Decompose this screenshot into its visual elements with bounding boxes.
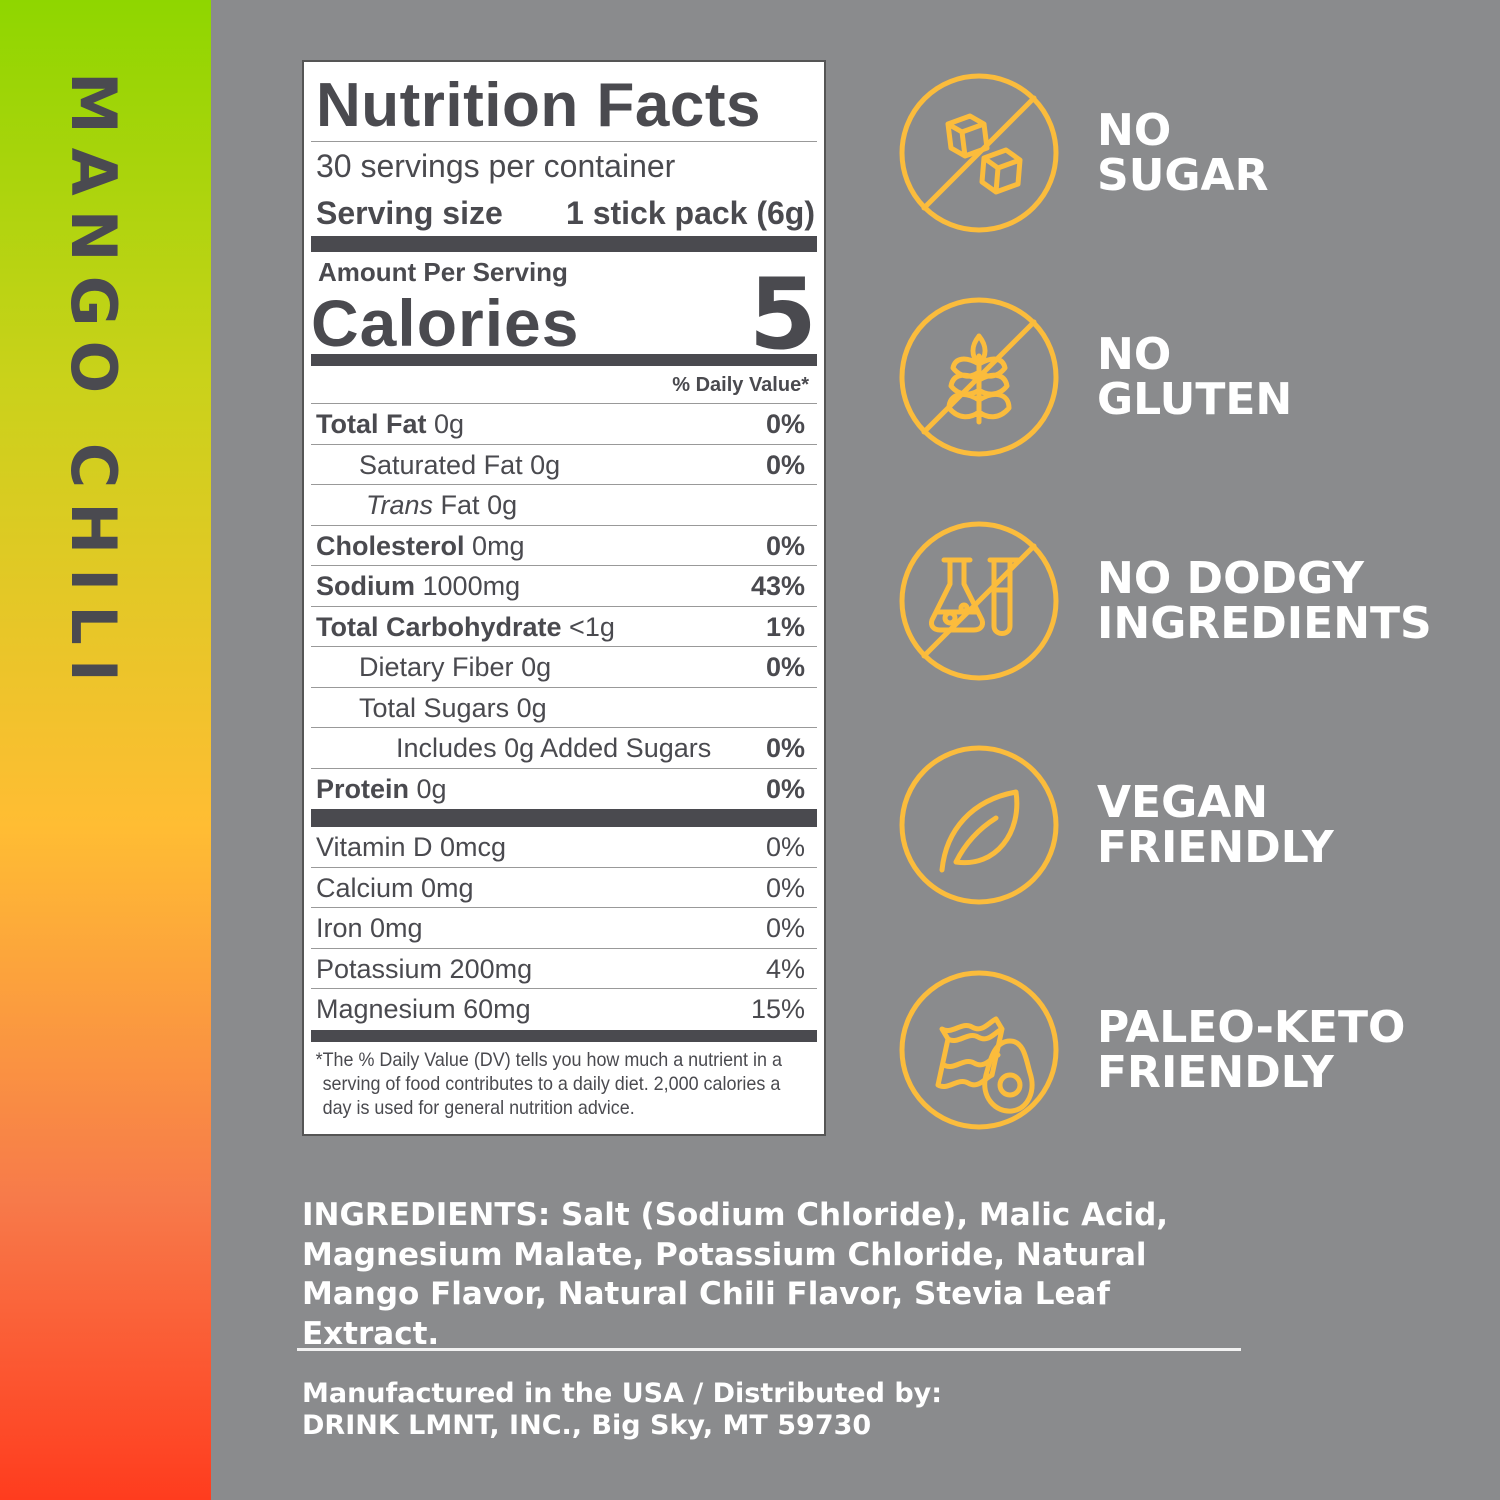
ingredients-label: INGREDIENTS: [302,1197,551,1233]
vitamin-row: Iron 0mg 0% [311,908,817,949]
nutrient-dv: 0% [765,449,805,480]
serving-size: Serving size 1 stick pack (6g) [311,190,817,236]
nutrient-name-amount: Total Sugars 0g [359,692,547,723]
nutrient-row: Dietary Fiber 0g 0% [311,647,817,688]
serving-size-label: Serving size [316,195,503,231]
claim-friendly: PALEO-KETO FRIENDLY [898,969,1405,1131]
nutrient-row: Sodium 1000mg 43% [311,566,817,607]
claim-text: NO SUGAR [1097,105,1269,201]
vitamin-name: Calcium 0mg [316,872,474,903]
nutrient-dv: 0% [765,530,805,561]
nutrient-name-amount: Includes 0g Added Sugars [396,733,712,763]
nutrient-row: Total Sugars 0g [311,688,817,728]
manufacturer-info: Manufactured in the USA / Distributed by… [302,1378,942,1442]
nutrient-row: Trans Fat 0g [311,485,817,526]
claim-text: NO DODGY INGREDIENTS [1097,553,1432,649]
divider-thick [311,236,817,252]
vitamin-name: Vitamin D 0mcg [316,832,507,862]
calories-label: Calories [311,286,580,360]
vitamin-dv: 4% [765,953,805,984]
vitamin-row: Calcium 0mg 0% [311,868,817,908]
serving-size-value: 1 stick pack (6g) [566,195,815,231]
bacon-avocado-icon [899,970,1059,1130]
claim-text: PALEO-KETO FRIENDLY [1097,1002,1406,1098]
nutrient-row: Cholesterol 0mg 0% [311,526,817,566]
manufacturer-line-1: Manufactured in the USA / Distributed by… [302,1378,943,1409]
nutrient-dv: 43% [750,571,805,601]
nutrient-row: Saturated Fat 0g 0% [311,445,817,485]
nutrient-dv: 0% [765,773,805,804]
nutrient-name-amount: Sodium 1000mg [316,571,521,601]
claim-text: VEGAN FRIENDLY [1097,777,1334,873]
ingredients-text: Salt (Sodium Chloride), Malic Acid, Magn… [302,1197,1169,1352]
daily-value-header: % Daily Value* [311,366,817,404]
vitamin-name: Magnesium 60mg [316,994,531,1024]
nutrient-dv: 1% [765,611,805,642]
divider-thick [311,809,817,827]
nutrient-name: Trans [366,490,434,520]
ingredients: INGREDIENTS: Salt (Sodium Chloride), Mal… [302,1196,1242,1354]
nutrient-row: Total Fat 0g 0% [311,404,817,445]
footnote-star: * [315,1048,323,1071]
claim-text: NO GLUTEN [1097,329,1293,425]
flavor-color-strip [0,0,211,1500]
divider-medium [311,354,817,366]
footnote: * The % Daily Value (DV) tells you how mu… [311,1042,814,1120]
nutrient-dv: 0% [765,409,805,439]
label-title: Nutrition Facts [311,74,817,142]
divider-line [297,1348,1241,1351]
nutrient-dv: 0% [765,733,805,763]
nutrient-name-amount: Dietary Fiber 0g [359,652,552,682]
calories-row: Calories 5 [311,266,817,364]
servings-per-container: 30 servings per container [316,148,676,184]
nutrient-name-amount: Protein 0g [316,773,447,804]
claim-ingredients: NO DODGY INGREDIENTS [898,520,1432,682]
calories-value: 5 [748,258,817,372]
nutrient-row: Includes 0g Added Sugars 0% [311,728,817,769]
nutrient-name-amount: Total Carbohydrate <1g [316,611,615,642]
footnote-text: The % Daily Value (DV) tells you how muc… [322,1048,782,1119]
nutrient-name-amount: Total Fat 0g [316,409,465,439]
nutrient-name-amount: Saturated Fat 0g [359,449,561,480]
nutrient-list: Total Fat 0g 0% Saturated Fat 0g 0% Trans Fa… [311,404,817,809]
vitamin-list: Vitamin D 0mcg 0% Calcium 0mg 0% Iron 0mg 0% P… [311,827,817,1030]
vitamin-dv: 0% [765,913,805,943]
vitamin-dv: 0% [765,832,805,862]
no-wheat-icon [899,297,1059,457]
leaf-icon [899,745,1059,905]
vitamin-row: Potassium 200mg 4% [311,949,817,989]
vitamin-dv: 15% [750,994,805,1024]
manufacturer-line-2: DRINK LMNT, INC., Big Sky, MT 59730 [302,1410,872,1441]
vitamin-row: Magnesium 60mg 15% [311,989,817,1030]
nutrient-name-amount: Cholesterol 0mg [316,530,525,561]
no-lab-flask-icon [899,521,1059,681]
vitamin-name: Potassium 200mg [316,953,533,984]
claim-gluten: NO GLUTEN [898,296,1292,458]
vitamin-name: Iron 0mg [316,913,423,943]
nutrient-row: Protein 0g 0% [311,769,817,810]
vitamin-row: Vitamin D 0mcg 0% [311,827,817,868]
nutrient-dv: 0% [765,652,805,682]
claim-friendly: VEGAN FRIENDLY [898,744,1334,906]
nutrition-facts-label: Nutrition Facts 30 servings per containe… [302,60,826,1136]
flavor-name: MANGO CHILI [57,72,130,696]
no-sugar-cubes-icon [899,73,1059,233]
vitamin-dv: 0% [765,872,805,903]
amount-per-serving: Amount Per Serving [318,257,568,287]
nutrient-row: Total Carbohydrate <1g 1% [311,607,817,647]
claim-sugar: NO SUGAR [898,72,1268,234]
divider-medium [311,1029,817,1042]
